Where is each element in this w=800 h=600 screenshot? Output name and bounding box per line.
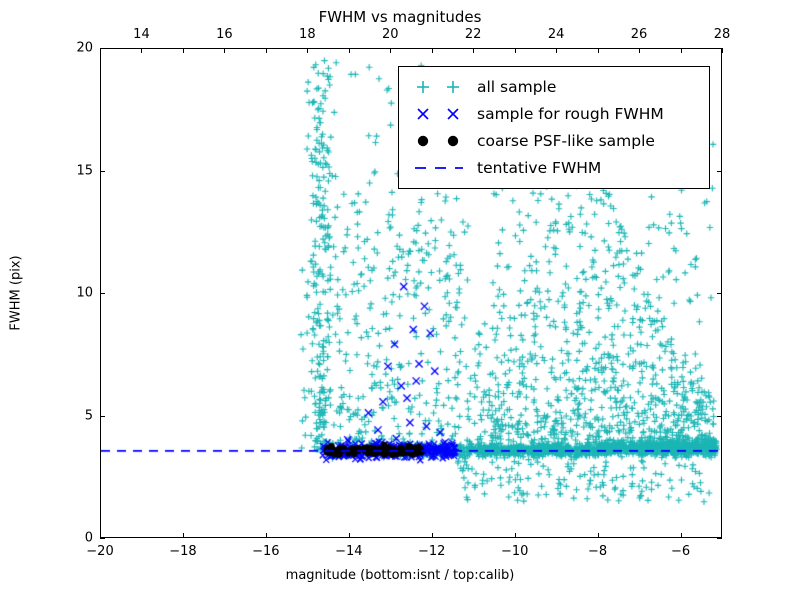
- x-tick-label-bottom: −6: [670, 544, 691, 559]
- y-axis-label: FWHM (pix): [8, 255, 24, 331]
- x-tick-label-top: 26: [630, 27, 648, 42]
- y-tick-label: 0: [84, 530, 93, 546]
- legend-label: tentative FWHM: [477, 158, 602, 177]
- x-tick-label-top: 22: [464, 27, 482, 42]
- axis-tick: [514, 48, 516, 53]
- axis-tick: [348, 533, 350, 538]
- x-tick-label-bottom: −14: [335, 544, 363, 559]
- x-tick-label-top: 28: [713, 27, 731, 42]
- x-tick-label-bottom: −18: [169, 544, 197, 559]
- axis-tick: [680, 48, 682, 53]
- axis-tick: [100, 415, 105, 417]
- legend-item-all-sample: all sample: [407, 73, 701, 100]
- x-tick-label-bottom: −8: [588, 544, 608, 559]
- axis-tick: [556, 48, 558, 53]
- chart-title: FWHM vs magnitudes: [318, 8, 482, 26]
- x-tick-label-top: 20: [381, 27, 399, 42]
- axis-tick: [639, 48, 641, 53]
- axis-tick: [597, 48, 599, 53]
- axis-tick: [100, 170, 105, 172]
- axis-tick: [717, 293, 722, 294]
- x-tick-label-bottom: −16: [252, 544, 280, 559]
- legend-label: coarse PSF-like sample: [477, 131, 655, 150]
- axis-tick: [722, 48, 723, 53]
- axis-tick: [141, 48, 143, 53]
- y-tick-label: 5: [84, 408, 93, 423]
- x-axis-label: magnitude (bottom:isnt / top:calib): [285, 568, 515, 583]
- legend-item-tentative-fwhm: tentative FWHM: [407, 154, 701, 181]
- axis-tick: [100, 538, 105, 539]
- axis-tick: [431, 533, 433, 538]
- dot-marker-icon: [407, 131, 473, 151]
- x-tick-label-bottom: −20: [86, 544, 114, 559]
- axis-tick: [597, 533, 599, 538]
- x-tick-label-bottom: −10: [500, 544, 529, 559]
- legend: all sample sample for rough FWHM c: [398, 66, 710, 189]
- x-tick-label-top: 24: [547, 27, 565, 42]
- axis-tick: [717, 170, 722, 172]
- axis-tick: [717, 538, 722, 539]
- plus-marker-icon: [407, 77, 473, 97]
- x-tick-label-bottom: −12: [418, 544, 446, 559]
- axis-tick: [100, 293, 105, 294]
- x-tick-label-top: 18: [299, 27, 316, 42]
- axis-tick: [431, 48, 433, 53]
- axis-tick: [717, 415, 722, 417]
- axis-tick: [100, 48, 105, 49]
- axis-tick: [390, 48, 392, 53]
- y-tick-label: 15: [76, 163, 93, 178]
- legend-item-rough-fwhm: sample for rough FWHM: [407, 100, 701, 127]
- y-tick-label: 10: [76, 285, 93, 301]
- axis-tick: [182, 533, 184, 538]
- axis-tick: [348, 48, 350, 53]
- axis-tick: [265, 533, 267, 538]
- legend-label: all sample: [477, 77, 557, 96]
- axis-tick: [182, 48, 184, 53]
- axis-tick: [224, 48, 226, 53]
- axis-tick: [100, 533, 101, 538]
- axis-tick: [680, 533, 682, 538]
- x-tick-label-top: 14: [133, 27, 150, 42]
- y-tick-label: 20: [76, 40, 93, 56]
- dashed-line-icon: [407, 158, 473, 178]
- x-tick-label-top: 16: [216, 27, 233, 42]
- legend-label: sample for rough FWHM: [477, 104, 664, 123]
- cross-marker-icon: [407, 104, 473, 124]
- axis-tick: [514, 533, 516, 538]
- axis-tick: [717, 48, 722, 49]
- axis-tick: [473, 48, 475, 53]
- legend-item-coarse-psf: coarse PSF-like sample: [407, 127, 701, 154]
- axis-tick: [100, 48, 101, 53]
- axis-tick: [307, 48, 309, 53]
- axis-tick: [265, 48, 267, 53]
